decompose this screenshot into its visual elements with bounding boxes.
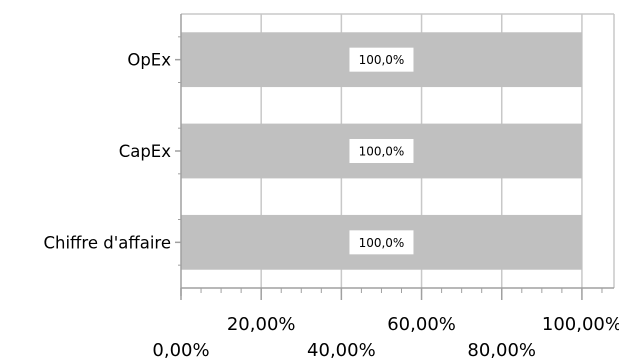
category-label-0: OpEx bbox=[127, 51, 171, 70]
data-label-0: 100,0% bbox=[359, 53, 405, 67]
data-label-2: 100,0% bbox=[359, 236, 405, 250]
data-label-box-1 bbox=[349, 139, 414, 163]
category-label-1: CapEx bbox=[119, 142, 172, 161]
x-tick-label-2: 40,00% bbox=[307, 340, 376, 360]
data-label-box-2 bbox=[349, 230, 414, 255]
category-label-2: Chiffre d'affaire bbox=[43, 233, 171, 252]
data-label-box-0 bbox=[349, 47, 414, 72]
data-label-1: 100,0% bbox=[359, 145, 405, 159]
x-tick-label-5: 100,00% bbox=[542, 314, 619, 335]
x-tick-label-1: 20,00% bbox=[227, 314, 296, 335]
x-tick-label-3: 60,00% bbox=[387, 314, 456, 335]
axes bbox=[175, 14, 614, 300]
x-tick-label-4: 80,00% bbox=[467, 340, 536, 360]
x-tick-label-0: 0,00% bbox=[152, 340, 209, 360]
labels: OpEx 100,0% CapEx 100,0% Chiffre d'affaire 10… bbox=[43, 47, 619, 360]
